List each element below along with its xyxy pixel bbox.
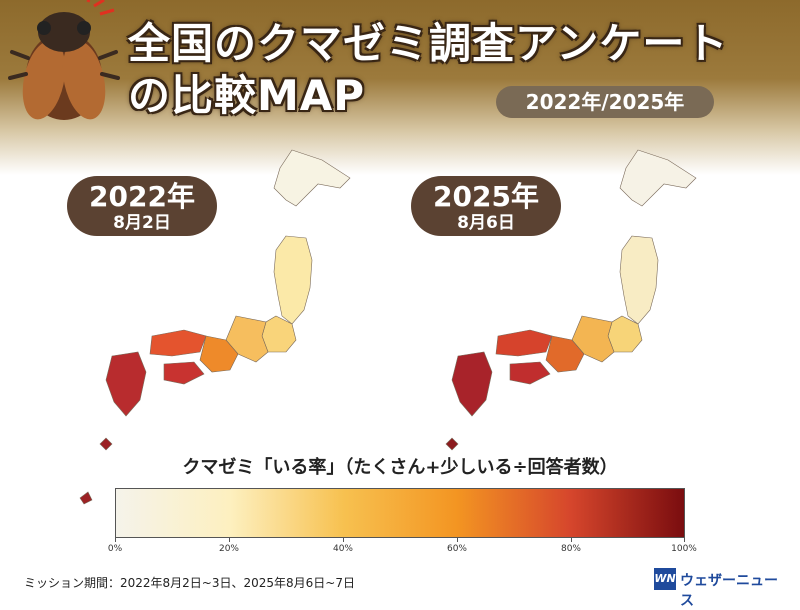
japan-map-2022 — [79, 149, 351, 505]
legend-tick — [457, 538, 458, 542]
region-chugoku — [495, 329, 553, 357]
logo-mark: WN — [654, 568, 676, 590]
legend-color-bar — [115, 488, 685, 538]
cicada-icon — [8, 0, 120, 120]
badge-year: 2025年 — [433, 180, 539, 213]
date-badge-2022: 2022年 8月2日 — [67, 176, 217, 236]
mission-period-note: ミッション期間：2022年8月2日~3日、2025年8月6日~7日 — [24, 576, 355, 590]
legend-tick-label: 40% — [332, 544, 353, 554]
legend-tick — [115, 538, 116, 542]
region-hokkaido — [273, 149, 351, 207]
region-tohoku — [619, 235, 659, 325]
legend-tick-label: 20% — [218, 544, 239, 554]
logo-text: ウェザーニュース — [680, 573, 778, 609]
legend-title: クマゼミ「いる率」（たくさん+少しいる÷回答者数） — [182, 457, 618, 478]
region-chugoku — [149, 329, 207, 357]
region-shikoku — [509, 361, 551, 385]
japan-map-2025 — [425, 149, 697, 505]
date-badge-2025: 2025年 8月6日 — [411, 176, 561, 236]
legend-tick — [571, 538, 572, 542]
weathernews-logo: WN ウェザーニュース — [654, 566, 790, 609]
region-tohoku — [273, 235, 313, 325]
legend-tick — [343, 538, 344, 542]
region-hokkaido — [619, 149, 697, 207]
legend-tick-label: 0% — [107, 544, 123, 554]
badge-date: 8月2日 — [113, 213, 171, 233]
region-kinki — [199, 335, 239, 373]
badge-year: 2022年 — [89, 180, 195, 213]
legend-tick — [229, 538, 230, 542]
legend-tick-label: 80% — [560, 544, 581, 554]
legend-tick-label: 100% — [671, 544, 697, 554]
region-kinki — [545, 335, 585, 373]
region-kyushu — [105, 351, 147, 417]
region-okinawa — [79, 437, 113, 505]
badge-date: 8月6日 — [457, 213, 515, 233]
region-kyushu — [451, 351, 493, 417]
years-badge: 2022年/2025年 — [496, 86, 714, 118]
page-title: 全国のクマゼミ調査アンケート の比較MAP — [128, 19, 729, 120]
legend-tick-label: 60% — [446, 544, 467, 554]
region-shikoku — [163, 361, 205, 385]
legend-tick — [684, 538, 685, 542]
